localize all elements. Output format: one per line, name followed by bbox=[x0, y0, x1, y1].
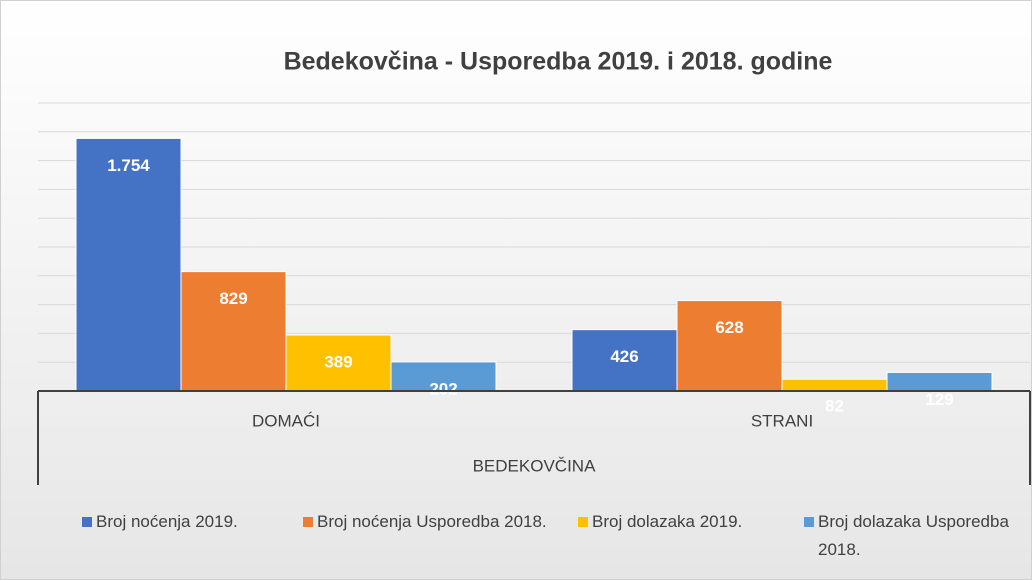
bar bbox=[571, 329, 678, 392]
legend-swatch bbox=[578, 517, 588, 527]
x-group-label: BEDEKOVČINA bbox=[473, 456, 596, 475]
legend: Broj noćenja 2019. Broj noćenja Usporedba… bbox=[0, 508, 1032, 578]
bar bbox=[781, 378, 888, 392]
x-tick-label: DOMAĆI bbox=[252, 411, 320, 430]
data-label: 426 bbox=[610, 347, 638, 366]
legend-label: Broj noćenja Usporedba 2018. bbox=[317, 512, 547, 531]
data-label: 829 bbox=[219, 289, 247, 308]
legend-item: Broj dolazaka 2019. bbox=[578, 508, 802, 536]
x-tick-label: STRANI bbox=[751, 411, 813, 430]
bar bbox=[390, 361, 497, 392]
chart-title: Bedekovčina - Usporedba 2019. i 2018. go… bbox=[284, 48, 833, 76]
bar bbox=[886, 371, 993, 392]
bar bbox=[180, 271, 287, 392]
data-label: 628 bbox=[715, 318, 743, 337]
data-label: 202 bbox=[429, 379, 457, 398]
bar bbox=[75, 137, 182, 392]
data-label: 82 bbox=[825, 397, 844, 416]
legend-item: Broj dolazaka Usporedba 2018. bbox=[804, 508, 1018, 564]
legend-label: Broj noćenja 2019. bbox=[96, 512, 238, 531]
legend-swatch bbox=[804, 517, 814, 527]
bar bbox=[285, 334, 392, 392]
legend-label: Broj dolazaka Usporedba 2018. bbox=[818, 512, 1009, 559]
data-label: 1.754 bbox=[107, 156, 150, 175]
bar bbox=[676, 300, 783, 392]
data-label: 389 bbox=[324, 352, 352, 371]
legend-swatch bbox=[303, 517, 313, 527]
legend-label: Broj dolazaka 2019. bbox=[592, 512, 743, 531]
legend-item: Broj noćenja Usporedba 2018. bbox=[303, 508, 562, 536]
data-label: 129 bbox=[925, 390, 953, 409]
legend-item: Broj noćenja 2019. bbox=[82, 508, 296, 536]
legend-swatch bbox=[82, 517, 92, 527]
